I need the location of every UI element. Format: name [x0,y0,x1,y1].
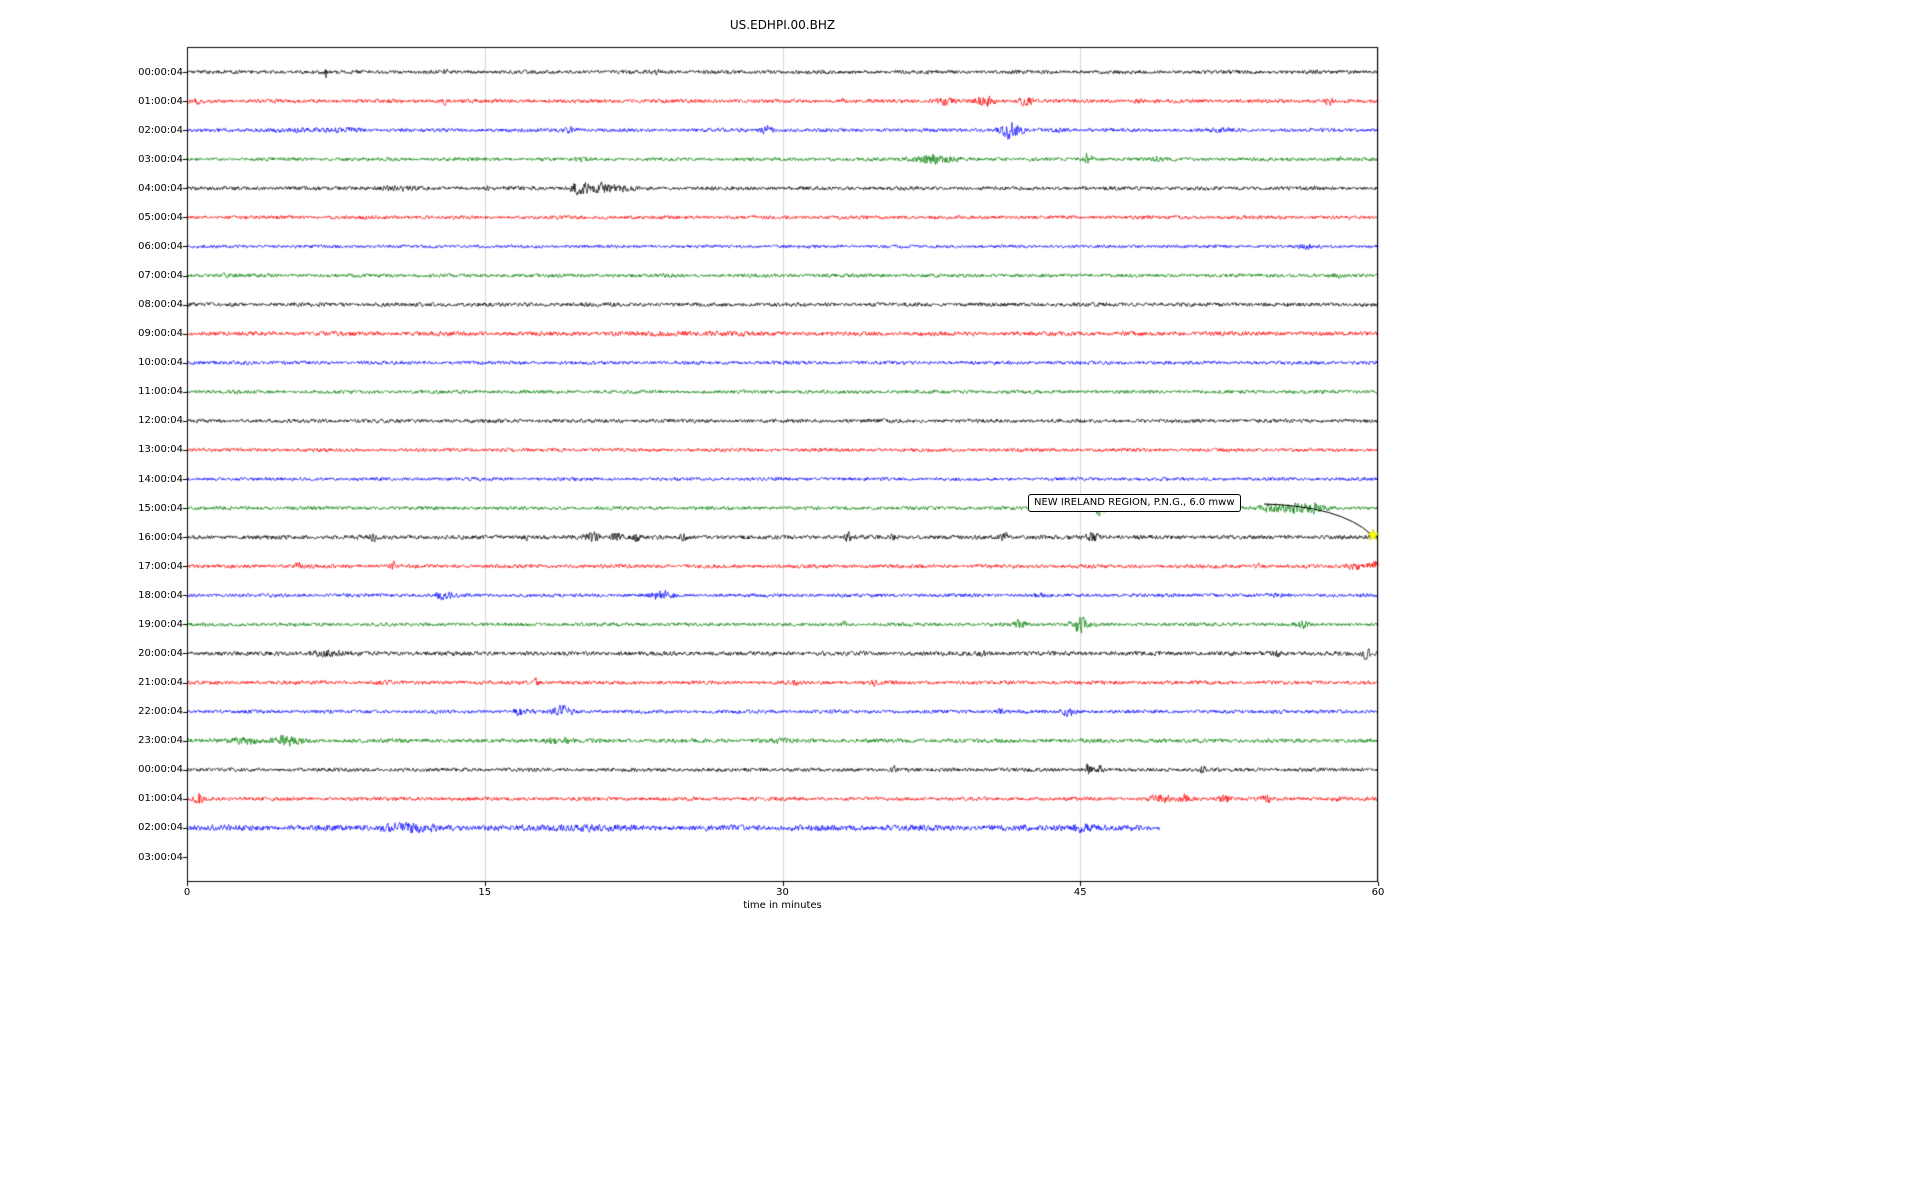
y-tick-label: 12:00:04 [138,415,183,427]
x-axis-label: time in minutes [743,900,822,911]
x-tick-label: 30 [776,887,789,898]
y-tick-label: 20:00:04 [138,647,183,659]
y-tick-label: 11:00:04 [138,386,183,398]
y-tick-label: 09:00:04 [138,328,183,340]
y-tick-label: 17:00:04 [138,560,183,572]
y-tick-label: 21:00:04 [138,677,183,689]
y-tick-label: 06:00:04 [138,240,183,252]
y-tick-label: 16:00:04 [138,531,183,543]
y-tick-label: 02:00:04 [138,822,183,834]
y-tick-label: 03:00:04 [138,851,183,863]
x-tick-label: 0 [183,887,191,898]
y-tick-label: 04:00:04 [138,182,183,194]
x-tick-label: 45 [1073,887,1087,898]
y-tick-label: 10:00:04 [138,357,183,369]
y-tick-label: 15:00:04 [138,502,183,514]
y-tick-label: 08:00:04 [138,299,183,311]
y-tick-label: 14:00:04 [138,473,183,485]
chart-title: US.EDHPI.00.BHZ [729,18,836,32]
y-tick-label: 00:00:04 [138,66,183,78]
y-tick-label: 19:00:04 [138,618,183,630]
y-tick-label: 01:00:04 [138,95,183,107]
y-tick-label: 02:00:04 [138,124,183,136]
y-tick-label: 01:00:04 [138,793,183,805]
y-tick-label: 03:00:04 [138,153,183,165]
y-tick-label: 18:00:04 [138,589,183,601]
y-tick-label: 07:00:04 [138,270,183,282]
y-tick-label: 13:00:04 [138,444,183,456]
y-tick-label: 05:00:04 [138,211,183,223]
y-tick-label: 00:00:04 [138,764,183,776]
y-tick-label: 23:00:04 [138,735,183,747]
x-tick-label: 15 [478,887,492,898]
event-annotation: NEW IRELAND REGION, P.N.G., 6.0 mww [1028,494,1241,512]
x-tick-label: 60 [1371,887,1385,898]
y-tick-label: 22:00:04 [138,706,183,718]
